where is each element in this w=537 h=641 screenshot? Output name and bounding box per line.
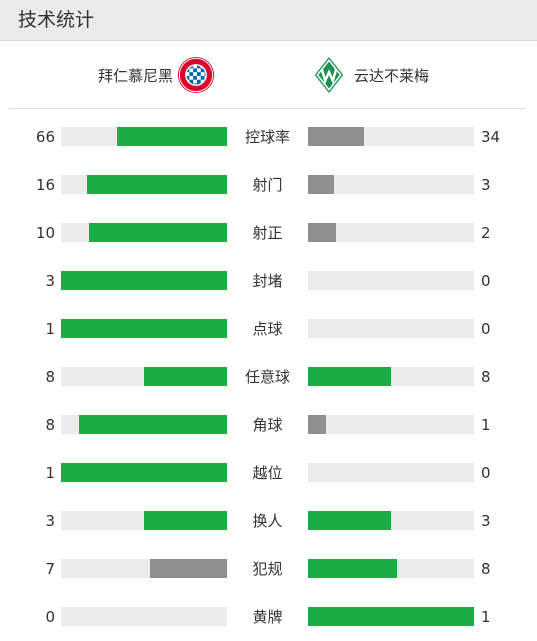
stat-label: 射门 xyxy=(252,176,283,194)
away-stat-bar-fill xyxy=(308,175,335,194)
home-stat-bar-fill xyxy=(61,319,227,338)
away-stat-bar-fill xyxy=(308,367,391,386)
bayern-munich-logo-icon xyxy=(177,56,215,94)
away-stat-bar xyxy=(308,223,474,242)
stat-row: 1 越位 0 xyxy=(0,449,537,497)
home-stat-bar xyxy=(61,319,227,338)
home-stat-bar-fill xyxy=(88,223,227,242)
stat-label: 黄牌 xyxy=(252,608,283,626)
away-stat-bar-fill xyxy=(308,127,365,146)
stat-label: 换人 xyxy=(252,512,283,530)
away-stat-bar xyxy=(308,559,474,578)
away-team-name: 云达不莱梅 xyxy=(354,66,430,85)
home-stat-bar xyxy=(61,175,227,194)
stat-label: 射正 xyxy=(252,224,283,242)
home-team-name: 拜仁慕尼黑 xyxy=(98,66,174,85)
stat-row: 7 犯规 8 xyxy=(0,545,537,593)
home-stat-bar-fill xyxy=(149,559,227,578)
away-stat-bar xyxy=(308,319,474,338)
teams-header: 拜仁慕尼黑 云达不莱梅 xyxy=(0,41,537,109)
away-stat-value: 34 xyxy=(481,128,501,146)
stat-label: 控球率 xyxy=(244,128,290,146)
home-stat-bar xyxy=(61,223,227,242)
away-stat-value: 0 xyxy=(481,272,491,290)
stat-label: 越位 xyxy=(252,464,283,482)
away-stat-value: 1 xyxy=(481,416,491,434)
away-stat-bar xyxy=(308,127,474,146)
stat-row: 1 点球 0 xyxy=(0,305,537,353)
home-stat-value: 66 xyxy=(35,128,55,146)
stat-row: 8 角球 1 xyxy=(0,401,537,449)
header-bar: 技术统计 xyxy=(0,0,537,41)
home-stat-bar xyxy=(61,415,227,434)
home-team[interactable]: 拜仁慕尼黑 xyxy=(98,55,215,95)
home-stat-bar-fill xyxy=(79,415,227,434)
away-stat-value: 0 xyxy=(481,464,491,482)
home-stat-bar xyxy=(61,271,227,290)
home-stat-value: 8 xyxy=(45,368,55,386)
home-stat-value: 16 xyxy=(35,176,55,194)
stat-label: 封堵 xyxy=(252,272,283,290)
stats-list: 66 控球率 34 16 射门 3 10 射正 2 3 封堵 0 1 点球 0 8 任意球 8 8 角球 1 1 越位 0 3 换… xyxy=(0,113,537,641)
stat-row: 0 黄牌 1 xyxy=(0,593,537,641)
home-stat-bar xyxy=(61,127,227,146)
home-stat-bar xyxy=(61,559,227,578)
away-team[interactable]: 云达不莱梅 xyxy=(310,55,429,95)
home-stat-bar xyxy=(61,511,227,530)
stat-label: 犯规 xyxy=(252,560,283,578)
away-stat-bar xyxy=(308,463,474,482)
home-stat-value: 3 xyxy=(45,512,55,530)
away-stat-bar-fill xyxy=(308,415,327,434)
away-stat-value: 3 xyxy=(481,512,491,530)
home-stat-value: 7 xyxy=(45,560,55,578)
home-stat-value: 8 xyxy=(45,416,55,434)
home-stat-value: 10 xyxy=(35,224,55,242)
home-stat-bar-fill xyxy=(87,175,227,194)
stat-label: 角球 xyxy=(252,416,283,434)
stat-row: 16 射门 3 xyxy=(0,161,537,209)
away-stat-bar-fill xyxy=(308,511,391,530)
away-stat-bar xyxy=(308,271,474,290)
away-stat-bar xyxy=(308,175,474,194)
away-stat-bar-fill xyxy=(308,607,474,626)
away-stat-value: 1 xyxy=(481,608,491,626)
stat-row: 66 控球率 34 xyxy=(0,113,537,161)
away-stat-bar xyxy=(308,367,474,386)
stat-label: 任意球 xyxy=(244,368,290,386)
page-title: 技术统计 xyxy=(18,9,95,31)
away-stat-bar xyxy=(308,607,474,626)
away-stat-bar-fill xyxy=(308,223,336,242)
home-stat-bar-fill xyxy=(144,367,227,386)
stat-row: 3 封堵 0 xyxy=(0,257,537,305)
stat-row: 10 射正 2 xyxy=(0,209,537,257)
divider xyxy=(9,108,526,109)
away-stat-bar xyxy=(308,511,474,530)
home-stat-value: 1 xyxy=(45,320,55,338)
away-stat-value: 8 xyxy=(481,560,491,578)
stat-label: 点球 xyxy=(252,320,283,338)
away-stat-bar-fill xyxy=(308,559,397,578)
away-stat-value: 0 xyxy=(481,320,491,338)
stat-row: 3 换人 3 xyxy=(0,497,537,545)
home-stat-bar-fill xyxy=(144,511,227,530)
away-stat-value: 2 xyxy=(481,224,491,242)
away-stat-value: 3 xyxy=(481,176,491,194)
werder-bremen-logo-icon xyxy=(314,56,344,94)
home-stat-value: 1 xyxy=(45,464,55,482)
home-stat-value: 3 xyxy=(45,272,55,290)
home-stat-bar xyxy=(61,367,227,386)
home-stat-bar-fill xyxy=(61,271,227,290)
home-stat-bar xyxy=(61,463,227,482)
home-stat-value: 0 xyxy=(45,608,55,626)
stat-row: 8 任意球 8 xyxy=(0,353,537,401)
home-stat-bar-fill xyxy=(117,127,227,146)
home-stat-bar xyxy=(61,607,227,626)
away-stat-value: 8 xyxy=(481,368,491,386)
home-stat-bar-fill xyxy=(61,463,227,482)
away-stat-bar xyxy=(308,415,474,434)
